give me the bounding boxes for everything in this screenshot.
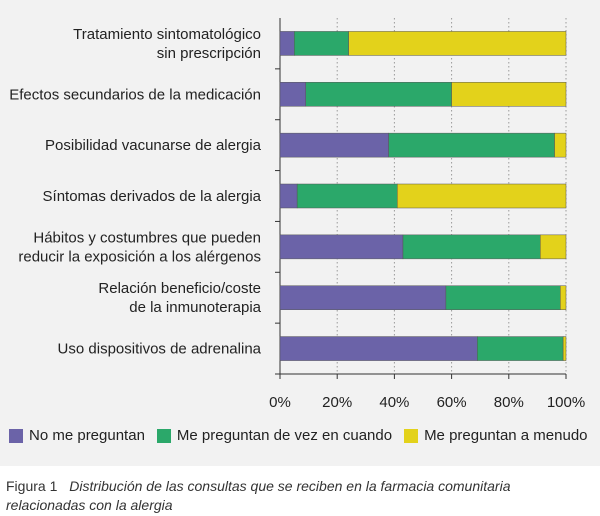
legend: No me preguntan Me preguntan de vez en cu… bbox=[9, 427, 600, 444]
bar-segment bbox=[540, 234, 567, 260]
bar-segment bbox=[279, 336, 478, 361]
x-tick-label: 80% bbox=[494, 394, 524, 411]
x-tick-label: 0% bbox=[269, 394, 291, 411]
category-label: reducir la exposición a los alérgenos bbox=[18, 248, 261, 265]
legend-label: No me preguntan bbox=[29, 427, 145, 444]
category-label: Síntomas derivados de la alergia bbox=[43, 188, 262, 205]
bar-segment bbox=[388, 132, 555, 158]
bar-segment bbox=[402, 234, 541, 260]
legend-label: Me preguntan a menudo bbox=[424, 427, 588, 444]
category-label: sin prescripción bbox=[157, 45, 261, 62]
bar-segment bbox=[279, 31, 295, 56]
bar-segment bbox=[279, 183, 298, 209]
caption-label: Figura 1 bbox=[6, 478, 58, 494]
category-label: Tratamiento sintomatológico bbox=[73, 26, 261, 43]
chart-panel: 0% 20% 40% 60% 80% 100% Tratamiento sintomatol… bbox=[0, 0, 600, 466]
x-tick-label: 40% bbox=[379, 394, 409, 411]
bar-segment bbox=[279, 234, 404, 260]
stacked-bar-chart: 0% 20% 40% 60% 80% 100% Tratamiento sintomatol… bbox=[9, 18, 585, 411]
x-tick-label: 100% bbox=[547, 394, 585, 411]
category-label: Relación beneficio/coste bbox=[98, 280, 261, 297]
bar-segment bbox=[397, 183, 567, 209]
legend-item: Me preguntan de vez en cuando bbox=[156, 427, 393, 444]
bar-segment bbox=[477, 336, 564, 361]
bar-segment bbox=[451, 82, 567, 107]
category-label: Posibilidad vacunarse de alergia bbox=[45, 137, 262, 154]
category-label: Uso dispositivos de adrenalina bbox=[58, 341, 262, 358]
bar-segment bbox=[562, 336, 567, 361]
category-label: de la inmunoterapia bbox=[129, 299, 261, 316]
bar-segment bbox=[554, 132, 567, 158]
category-label: Efectos secundarios de la medicación bbox=[9, 86, 261, 103]
bar-segment bbox=[560, 285, 567, 310]
bar-segment bbox=[305, 82, 452, 107]
figure-caption: Figura 1 Distribución de las consultas q… bbox=[6, 477, 586, 515]
bar-segment bbox=[296, 183, 398, 209]
x-tick-label: 20% bbox=[322, 394, 352, 411]
legend-item: No me preguntan bbox=[9, 427, 145, 444]
legend-swatch bbox=[156, 428, 171, 443]
legend-item: Me preguntan a menudo bbox=[404, 427, 588, 444]
category-label: Hábitos y costumbres que pueden bbox=[33, 229, 261, 246]
bar-segment bbox=[279, 285, 447, 310]
bar-segment bbox=[348, 31, 567, 56]
bar-segment bbox=[294, 31, 349, 56]
bar-segment bbox=[279, 132, 389, 158]
legend-swatch bbox=[9, 428, 23, 443]
legend-label: Me preguntan de vez en cuando bbox=[176, 427, 393, 444]
legend-swatch bbox=[404, 428, 419, 443]
bar-segment bbox=[279, 82, 306, 107]
caption-text: Distribución de las consultas que se rec… bbox=[6, 478, 511, 513]
x-tick-label: 60% bbox=[437, 394, 467, 411]
bar-segment bbox=[445, 285, 561, 310]
